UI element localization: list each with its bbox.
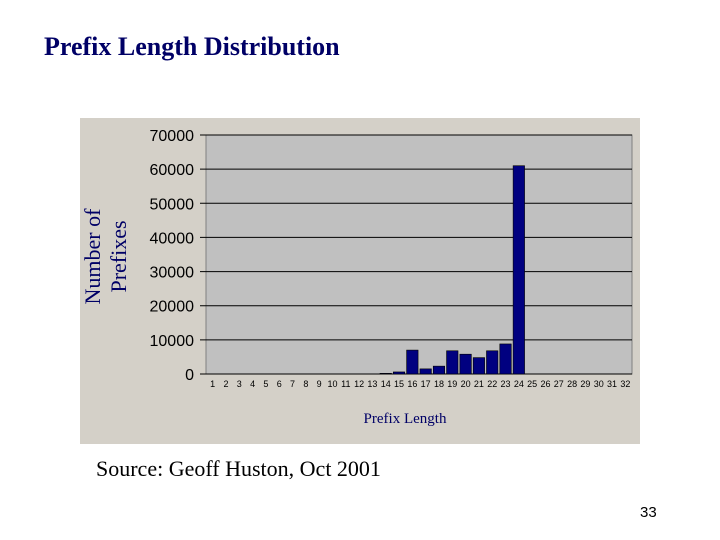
bars — [379, 165, 525, 375]
x-tick-label: 2 — [223, 379, 228, 389]
x-tick-label: 3 — [237, 379, 242, 389]
x-tick-label: 17 — [421, 379, 431, 389]
bar-prefix-21 — [472, 357, 485, 375]
x-tick-label: 4 — [250, 379, 255, 389]
x-tick-label: 12 — [354, 379, 364, 389]
bar-prefix-23 — [499, 343, 512, 375]
x-tick-label: 27 — [554, 379, 564, 389]
y-tick-labels: 0 10000 20000 30000 40000 50000 60000 70000 — [150, 128, 195, 384]
x-tick-label: 29 — [580, 379, 590, 389]
bar-prefix-16 — [406, 349, 419, 375]
bar-prefix-19 — [446, 350, 459, 375]
x-tick-label: 23 — [501, 379, 511, 389]
y-tick-label: 50000 — [150, 196, 195, 213]
x-tick-label: 20 — [461, 379, 471, 389]
x-tick-label: 5 — [263, 379, 268, 389]
y-tick-label: 70000 — [150, 128, 195, 145]
x-tick-label: 30 — [594, 379, 604, 389]
bar-prefix-17 — [419, 368, 432, 375]
y-axis-label: Number ofPrefixes — [80, 208, 131, 305]
x-tick-labels: 1 2 3 4 5 6 7 8 9 10 11 12 13 14 15 16 17 18 19 20 21 22 23 24 2… — [210, 379, 630, 389]
y-tick-label: 30000 — [150, 265, 195, 282]
x-tick-label: 28 — [567, 379, 577, 389]
y-tick-label: 20000 — [150, 299, 195, 316]
x-tick-label: 22 — [487, 379, 497, 389]
x-tick-label: 13 — [367, 379, 377, 389]
gridlines — [200, 134, 632, 375]
x-tick-label: 16 — [407, 379, 417, 389]
x-tick-label: 6 — [277, 379, 282, 389]
source-caption: Source: Geoff Huston, Oct 2001 — [96, 456, 381, 481]
x-tick-label: 25 — [527, 379, 537, 389]
slide-title: Prefix Length Distribution — [44, 32, 340, 61]
x-tick-label: 1 — [210, 379, 215, 389]
bar-prefix-20 — [459, 353, 472, 375]
bar-prefix-14 — [379, 373, 392, 375]
x-tick-label: 21 — [474, 379, 484, 389]
x-tick-label: 32 — [620, 379, 630, 389]
bar-prefix-24 — [512, 165, 525, 375]
y-tick-label: 10000 — [150, 333, 195, 350]
x-tick-label: 15 — [394, 379, 404, 389]
x-tick-label: 8 — [303, 379, 308, 389]
x-tick-label: 19 — [447, 379, 457, 389]
bar-prefix-22 — [486, 350, 499, 375]
bar-prefix-15 — [393, 371, 406, 375]
y-tick-label: 60000 — [150, 162, 195, 179]
x-tick-label: 24 — [514, 379, 524, 389]
x-axis-label: Prefix Length — [364, 411, 447, 427]
x-tick-label: 9 — [317, 379, 322, 389]
x-tick-label: 10 — [327, 379, 337, 389]
y-tick-label: 0 — [185, 367, 194, 384]
x-tick-label: 14 — [381, 379, 391, 389]
x-tick-label: 11 — [341, 379, 350, 389]
page-number: 33 — [640, 504, 657, 521]
x-tick-label: 18 — [434, 379, 444, 389]
bar-prefix-18 — [432, 365, 445, 375]
y-tick-label: 40000 — [150, 230, 195, 247]
x-tick-label: 26 — [540, 379, 550, 389]
x-tick-label: 7 — [290, 379, 295, 389]
x-tick-label: 31 — [607, 379, 617, 389]
plot-area — [205, 134, 633, 375]
